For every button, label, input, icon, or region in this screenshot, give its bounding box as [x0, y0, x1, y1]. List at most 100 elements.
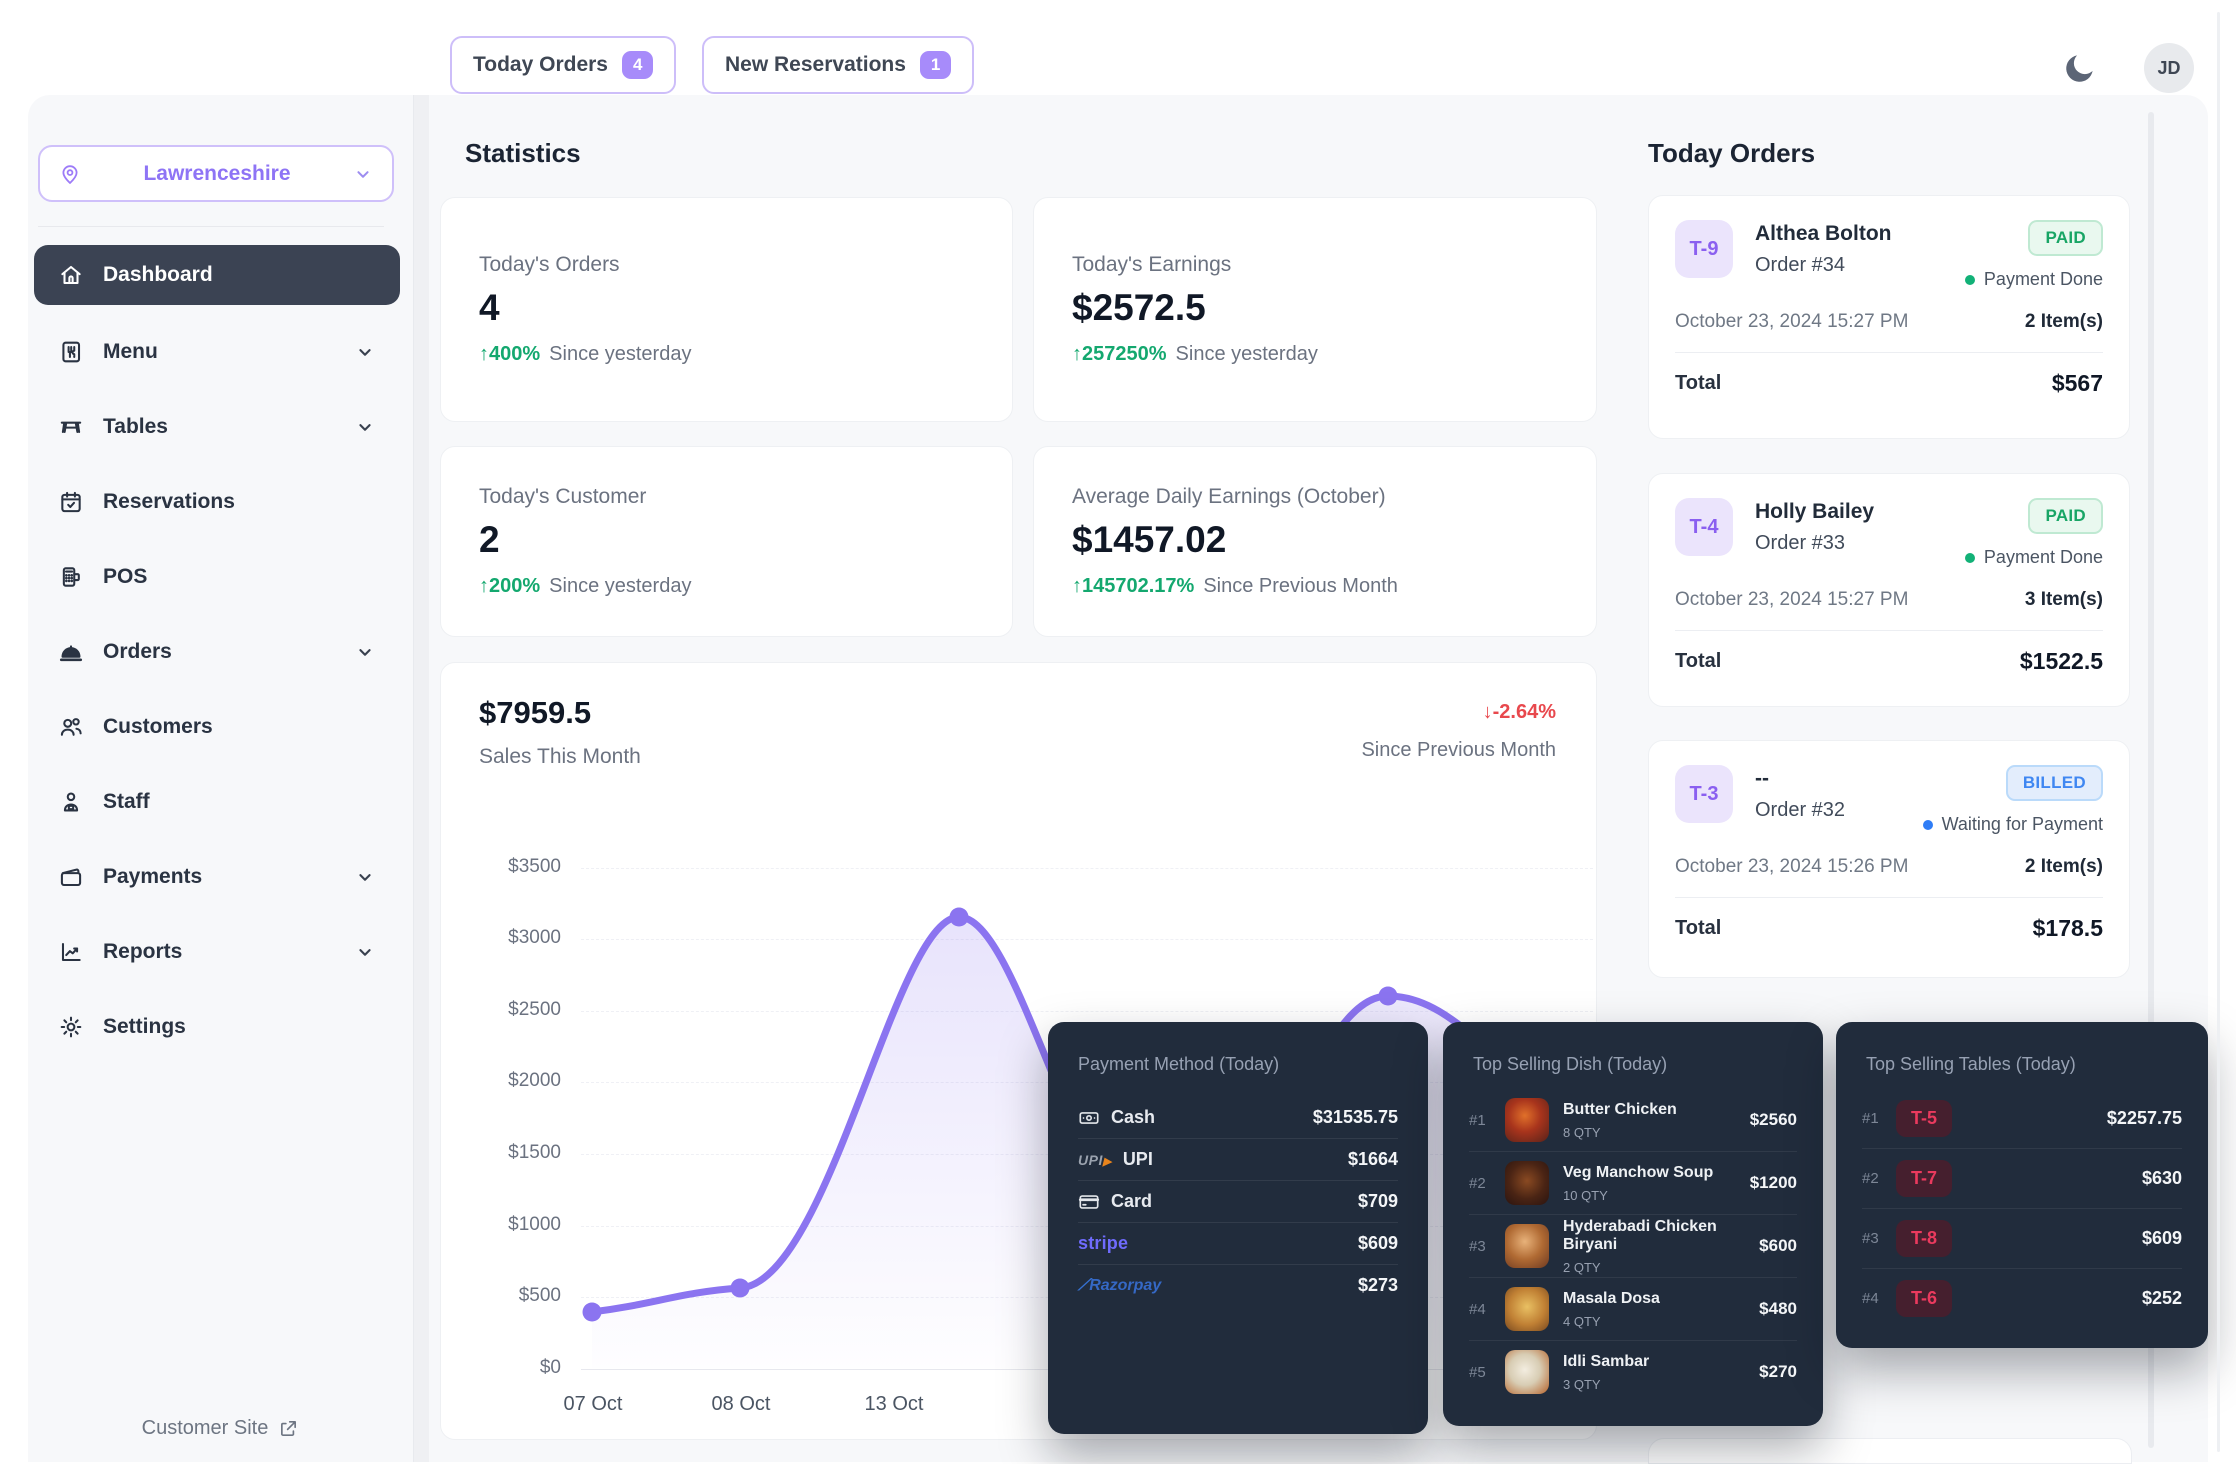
table-badge: T-4 [1675, 498, 1733, 556]
users-icon [58, 714, 84, 740]
stat-label: Today's Earnings [1072, 253, 1232, 276]
payment-value: $273 [1357, 1275, 1398, 1295]
sidebar-item-reservations[interactable]: Reservations [34, 472, 400, 532]
order-card-divider [1675, 630, 2103, 631]
table-rank-row: #1 T-5 $2257.75 [1862, 1089, 2182, 1149]
user-avatar[interactable]: JD [2144, 43, 2194, 93]
y-tick: $2500 [508, 999, 561, 1020]
new-reservations-button[interactable]: New Reservations 1 [702, 36, 975, 94]
sidebar: Lawrenceshire Dashboard Menu Ta [28, 95, 413, 1462]
order-card[interactable]: T-9 Althea Bolton Order #34 PAID Payment… [1648, 195, 2130, 439]
location-selector[interactable]: Lawrenceshire [38, 145, 394, 202]
payment-value: $31535.75 [1312, 1107, 1398, 1127]
dish-name: Masala Dosa [1563, 1289, 1660, 1307]
table-rank-row: #3 T-8 $609 [1862, 1209, 2182, 1269]
stat-delta-up: ↑257250% [1072, 343, 1167, 365]
next-order-card-peek [1648, 1438, 2132, 1464]
customer-name: Althea Bolton [1755, 222, 1892, 245]
sidebar-item-pos[interactable]: POS [34, 547, 400, 607]
dish-rank: #4 [1469, 1300, 1486, 1318]
stat-delta-note: Since yesterday [549, 343, 692, 365]
order-card-divider [1675, 352, 2103, 353]
sidebar-item-payments[interactable]: Payments [34, 847, 400, 907]
panel-title: Payment Method (Today) [1078, 1054, 1280, 1074]
stripe-logo: stripe [1078, 1233, 1129, 1253]
wallet-icon [58, 864, 84, 890]
stat-delta-up: ↑200% [479, 575, 541, 597]
y-tick: $2000 [508, 1070, 561, 1091]
sidebar-item-label: Orders [103, 640, 172, 663]
sidebar-item-menu[interactable]: Menu [34, 322, 400, 382]
orders-list-scrollbar[interactable] [2148, 112, 2154, 1448]
sales-change: ↓-2.64% [1482, 701, 1556, 723]
dish-qty: 2 QTY [1563, 1259, 1601, 1275]
sidebar-item-orders[interactable]: Orders [34, 622, 400, 682]
stat-delta-note: Since yesterday [549, 575, 692, 597]
stat-card-todays-earnings: Today's Earnings $2572.5 ↑257250% Since … [1033, 197, 1597, 422]
order-card[interactable]: T-4 Holly Bailey Order #33 PAID Payment … [1648, 473, 2130, 707]
order-datetime: October 23, 2024 15:27 PM [1675, 311, 1909, 332]
dish-rank: #2 [1469, 1174, 1486, 1192]
y-tick: $3000 [508, 927, 561, 948]
payment-status-text: Payment Done [1983, 269, 2103, 289]
dish-rank: #5 [1469, 1363, 1486, 1381]
order-items-count: 3 Item(s) [2024, 589, 2103, 610]
statistics-heading: Statistics [465, 138, 581, 168]
sidebar-item-settings[interactable]: Settings [34, 997, 400, 1057]
top-selling-dish-panel: Top Selling Dish (Today) #1 Butter Chick… [1443, 1022, 1823, 1426]
dish-qty: 10 QTY [1563, 1187, 1608, 1203]
stat-card-average-daily-earnings: Average Daily Earnings (October) $1457.0… [1033, 446, 1597, 637]
sidebar-item-customers[interactable]: Customers [34, 697, 400, 757]
moon-icon [2060, 50, 2102, 88]
customer-name: -- [1755, 767, 1769, 790]
sidebar-item-label: Customers [103, 715, 213, 738]
home-icon [58, 262, 84, 288]
razorpay-logo: ⟋Razorpay [1078, 1276, 1162, 1294]
dark-mode-toggle[interactable] [2060, 48, 2102, 90]
page-scrollbar[interactable] [2217, 12, 2220, 1452]
pos-terminal-icon [58, 564, 84, 590]
stat-delta-up: ↑400% [479, 343, 541, 365]
new-reservations-button-label: New Reservations [725, 53, 906, 76]
panel-title: Top Selling Tables (Today) [1866, 1054, 2076, 1074]
dish-row: #3 Hyderabadi Chicken Biryani 2 QTY $600 [1469, 1215, 1797, 1278]
payment-label: Cash [1111, 1107, 1156, 1127]
order-card[interactable]: T-3 -- Order #32 BILLED Waiting for Paym… [1648, 740, 2130, 978]
table-value: $609 [2141, 1228, 2182, 1248]
chevron-down-icon [354, 866, 376, 888]
stat-label: Today's Customer [479, 485, 647, 508]
payment-status-dot [1964, 274, 1975, 285]
payment-status-dot [1964, 552, 1975, 563]
sidebar-item-staff[interactable]: Staff [34, 772, 400, 832]
status-badge: PAID [2028, 220, 2103, 256]
sidebar-item-tables[interactable]: Tables [34, 397, 400, 457]
chevron-down-icon [354, 941, 376, 963]
payment-row-razorpay: ⟋Razorpay $273 [1078, 1265, 1398, 1306]
stat-value: 4 [479, 287, 500, 328]
sidebar-item-reports[interactable]: Reports [34, 922, 400, 982]
order-total: $1522.5 [2019, 648, 2103, 674]
sales-change-note: Since Previous Month [1361, 739, 1556, 761]
stat-label: Average Daily Earnings (October) [1072, 485, 1386, 508]
payment-row-stripe: stripe $609 [1078, 1223, 1398, 1265]
order-number: Order #32 [1755, 799, 1846, 821]
banknote-icon [1078, 1107, 1100, 1129]
today-orders-button[interactable]: Today Orders 4 [450, 36, 677, 94]
cloche-icon [58, 639, 84, 665]
x-tick: 13 Oct [864, 1393, 924, 1415]
sidebar-scrollbar[interactable] [414, 95, 429, 1462]
stat-card-todays-customer: Today's Customer 2 ↑200% Since yesterday [440, 446, 1013, 637]
dish-qty: 3 QTY [1563, 1376, 1601, 1392]
payment-status-text: Payment Done [1983, 547, 2103, 567]
customer-site-link[interactable]: Customer Site [28, 1417, 413, 1440]
table-id-badge: T-6 [1896, 1280, 1953, 1317]
y-tick: $1000 [508, 1214, 561, 1235]
sales-total: $7959.5 [479, 695, 592, 730]
x-tick: 08 Oct [711, 1393, 771, 1415]
dish-row: #5 Idli Sambar 3 QTY $270 [1469, 1341, 1797, 1403]
table-value: $630 [2141, 1168, 2182, 1188]
sidebar-item-dashboard[interactable]: Dashboard [34, 245, 400, 305]
location-name: Lawrenceshire [143, 161, 291, 185]
y-tick: $0 [539, 1357, 561, 1378]
table-badge: T-9 [1675, 220, 1733, 278]
